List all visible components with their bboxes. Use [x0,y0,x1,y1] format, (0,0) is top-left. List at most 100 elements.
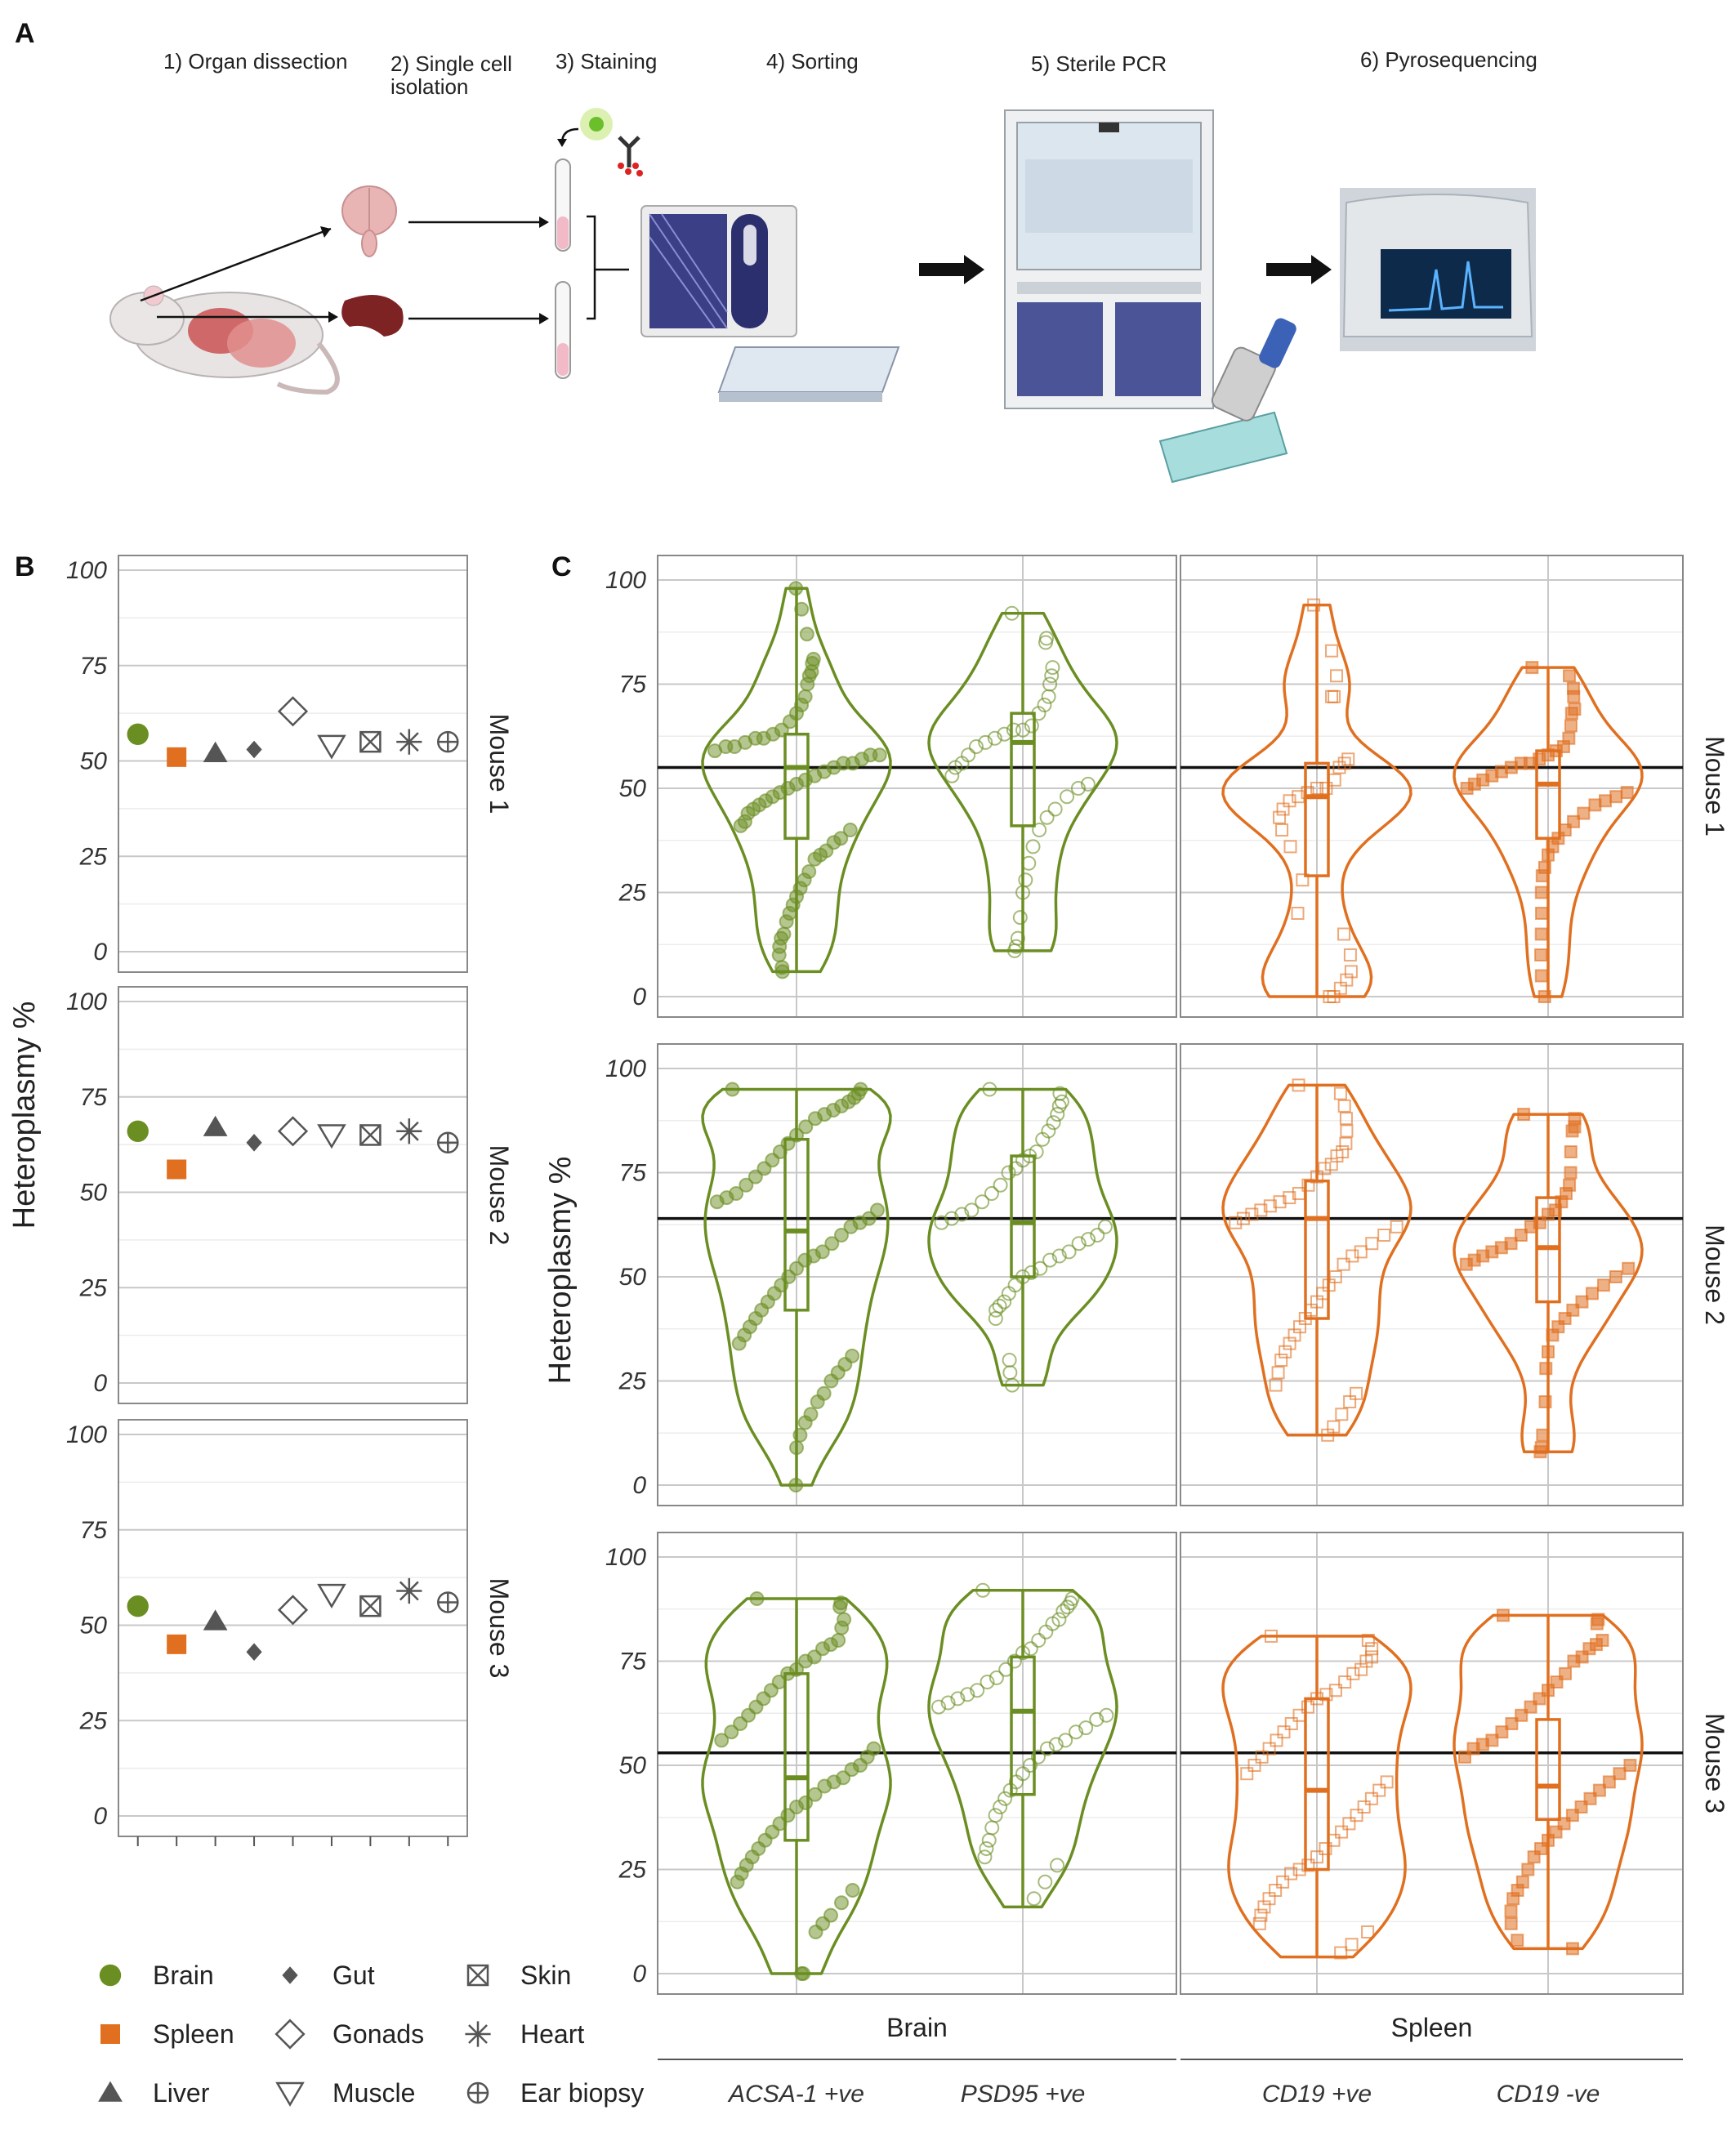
panel-c-y-axis-label: Heteroplasmy % [543,1157,578,1385]
data-point [1319,1688,1333,1702]
data-point [779,914,794,930]
point-liver [203,1609,228,1631]
point-heart [396,1577,422,1604]
data-point [1337,1257,1350,1271]
category-label: PSD95 +ve [961,2081,1086,2108]
legend-label: Ear biopsy [520,2078,644,2108]
data-point [1328,1684,1342,1698]
panel-label-a: A [15,18,35,49]
y-tick-label: 50 [619,775,647,802]
data-point [1025,839,1041,854]
data-point [944,1211,959,1226]
data-point [1609,790,1623,804]
point-gonads [277,696,309,727]
data-point [1271,1366,1285,1380]
point-brain [127,1120,149,1142]
data-point [1292,1078,1305,1092]
data-point [988,1311,1003,1326]
data-point [1344,965,1358,979]
box [1304,761,1330,877]
violin-outline [927,612,1118,953]
y-tick-label: 0 [632,1961,646,1988]
data-point [1567,1654,1581,1668]
data-point [709,1194,725,1210]
data-point [798,1119,814,1135]
y-tick-label: 25 [79,843,108,870]
legend-label: Liver [153,2078,210,2108]
data-point [1063,1595,1078,1611]
data-point [1240,1767,1254,1781]
y-tick-label: 25 [618,1857,647,1884]
data-point [1018,872,1033,888]
data-point [1596,1278,1610,1292]
y-tick-label: 0 [93,1803,107,1830]
point-gonads [277,1595,309,1626]
data-point [1058,1733,1073,1748]
facet-frame [1180,1532,1684,1995]
data-point [1564,707,1578,721]
legend-entry-liver: Liver [98,2078,210,2108]
data-point [1496,1608,1510,1622]
data-point [1525,661,1539,675]
data-point [1050,1858,1065,1873]
sorter-icon [640,205,797,337]
legend-label: Spleen [153,2019,234,2049]
data-point [1097,1219,1113,1234]
data-point [1588,798,1602,812]
data-point [1567,689,1581,703]
data-point [1339,1136,1353,1150]
data-point [1539,1362,1553,1376]
legend-marker [465,2021,491,2047]
data-point [1236,1211,1250,1225]
data-point [1565,1124,1579,1138]
point-muscle [317,734,346,760]
y-tick-label: 50 [619,1752,647,1779]
step-4-label: 4) Sorting [766,49,859,74]
data-point [1364,1791,1378,1805]
data-point [988,1302,1004,1318]
data-point [1099,1707,1114,1723]
data-point [1335,1408,1349,1421]
data-point [797,1653,813,1669]
step-5-label: 5) Sterile PCR [1031,51,1167,76]
violin-psd95-ve [927,605,1118,958]
point-skin [359,1595,382,1617]
facet-frame [1180,1043,1684,1506]
legend-entry-gonads: Gonads [274,2019,424,2050]
data-point [749,1591,765,1606]
y-tick-label: 25 [79,1274,108,1301]
data-point [1310,782,1323,795]
data-point [1565,1942,1579,1956]
data-point [1460,782,1474,795]
data-point [1279,1345,1292,1358]
data-point [1533,1445,1547,1459]
violin-psd95-ve [927,1582,1118,1909]
data-point [1324,1158,1338,1171]
data-point [1323,990,1337,1003]
data-point [1022,1758,1038,1773]
data-point [1008,1161,1024,1176]
category-label: ACSA-1 +ve [727,2081,864,2108]
y-tick-label: 0 [93,1370,107,1397]
data-point [964,1202,980,1218]
data-point [1038,635,1053,650]
legend-label: Heart [520,2019,584,2049]
legend-entry-heart: Heart [465,2019,584,2049]
data-point [1514,1229,1528,1242]
legend-entry-muscle: Muscle [275,2078,415,2108]
violin-outline [927,1589,1118,1909]
data-point [1275,823,1289,837]
data-point [1001,1286,1016,1301]
y-tick-label: 75 [80,1084,108,1111]
data-point [1263,1199,1277,1213]
hood-icon [1004,109,1214,409]
data-point [794,601,810,617]
point-gut [246,740,262,759]
data-point [1534,948,1548,961]
box [783,732,810,840]
data-point [797,1415,813,1430]
brain-icon [341,185,397,257]
point-liver [203,741,228,762]
violin-cd19-ve [1221,598,1412,1003]
data-point [1515,1708,1528,1722]
